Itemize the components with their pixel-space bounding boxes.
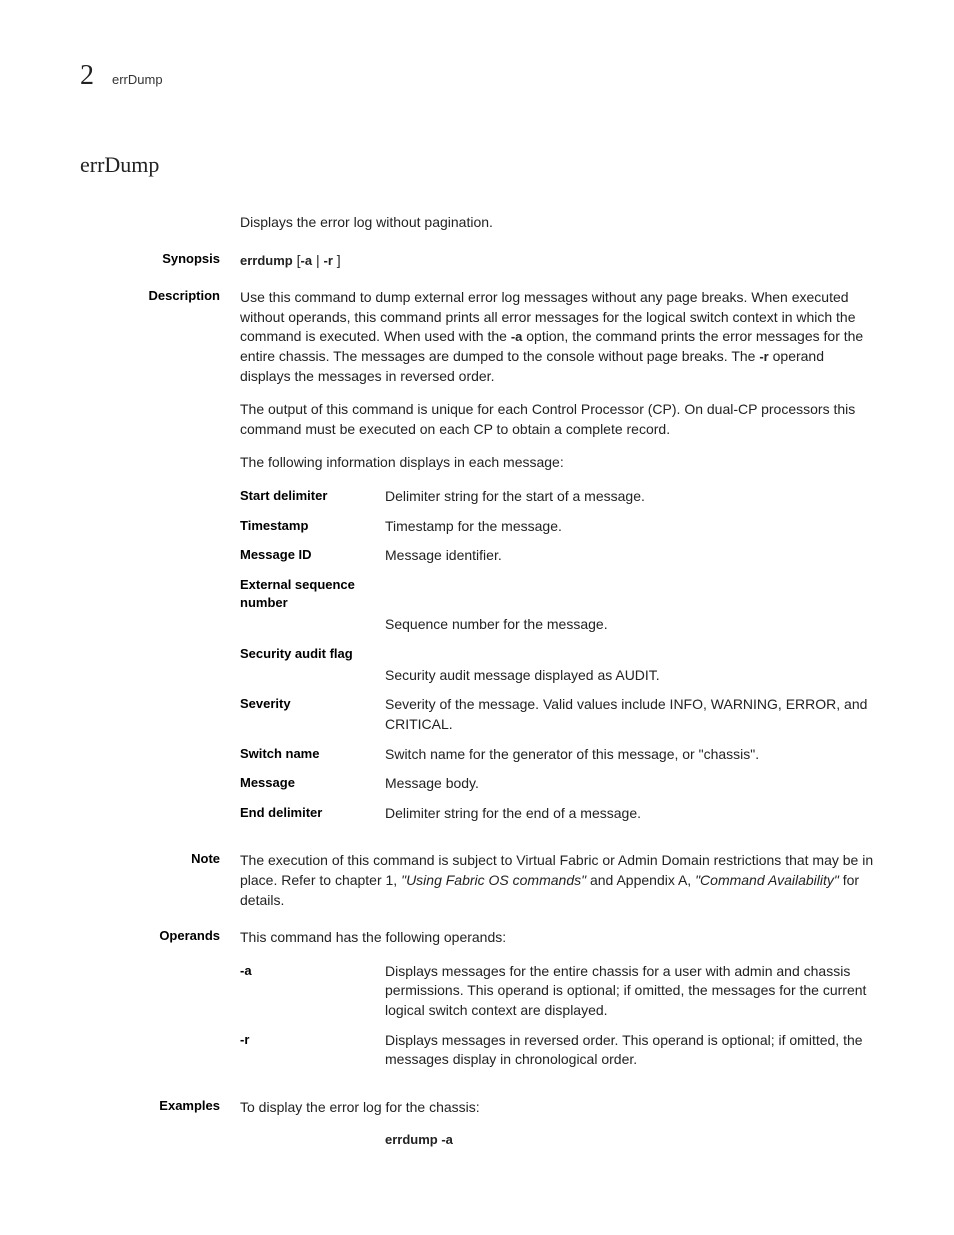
note-label: Note	[80, 851, 240, 910]
synopsis-row: Synopsis errdump [-a | -r ]	[80, 251, 874, 271]
operands-label: Operands	[80, 928, 240, 1080]
synopsis-command: errdump	[240, 253, 293, 268]
field-term: Message	[240, 774, 385, 794]
field-term: Security audit flag	[240, 645, 385, 663]
synopsis-pipe: |	[312, 252, 323, 268]
field-term: Timestamp	[240, 517, 385, 537]
description-body: Use this command to dump external error …	[240, 288, 874, 833]
note-body: The execution of this command is subject…	[240, 851, 874, 910]
synopsis-bracket-l: [	[293, 252, 301, 268]
description-p2: The output of this command is unique for…	[240, 400, 874, 439]
running-title: errDump	[112, 72, 163, 87]
note-mid: and Appendix A,	[586, 872, 695, 888]
intro-label	[80, 213, 240, 233]
field-desc: Timestamp for the message.	[385, 517, 874, 537]
field-desc: Security audit message displayed as AUDI…	[385, 666, 874, 686]
field-term: External sequence number	[240, 576, 385, 612]
field-row: Security audit flagSecurity audit messag…	[240, 645, 874, 686]
intro-text: Displays the error log without paginatio…	[240, 213, 874, 233]
examples-body: To display the error log for the chassis…	[240, 1098, 874, 1150]
description-label: Description	[80, 288, 240, 833]
field-row: Message IDMessage identifier.	[240, 546, 874, 566]
field-term: Message ID	[240, 546, 385, 566]
field-row: Switch nameSwitch name for the generator…	[240, 745, 874, 765]
intro-row: Displays the error log without paginatio…	[80, 213, 874, 233]
field-row: Start delimiterDelimiter string for the …	[240, 487, 874, 507]
operand-desc: Displays messages in reversed order. Thi…	[385, 1031, 874, 1070]
note-ref1: "Using Fabric OS commands"	[401, 872, 586, 888]
field-row: SeveritySeverity of the message. Valid v…	[240, 695, 874, 734]
examples-row: Examples To display the error log for th…	[80, 1098, 874, 1150]
operands-list: -aDisplays messages for the entire chass…	[240, 962, 874, 1070]
description-p1: Use this command to dump external error …	[240, 288, 874, 386]
note-ref2: "Command Availability"	[695, 872, 839, 888]
examples-label: Examples	[80, 1098, 240, 1150]
operand-row: -rDisplays messages in reversed order. T…	[240, 1031, 874, 1070]
page: 2 errDump errDump Displays the error log…	[0, 0, 954, 1235]
field-desc: Delimiter string for the start of a mess…	[385, 487, 874, 507]
operands-row: Operands This command has the following …	[80, 928, 874, 1080]
synopsis-body: errdump [-a | -r ]	[240, 251, 874, 271]
field-term: End delimiter	[240, 804, 385, 824]
operand-term: -r	[240, 1031, 385, 1070]
operand-term: -a	[240, 962, 385, 1021]
operands-body: This command has the following operands:…	[240, 928, 874, 1080]
field-desc: Delimiter string for the end of a messag…	[385, 804, 874, 824]
field-desc: Message identifier.	[385, 546, 874, 566]
field-row: MessageMessage body.	[240, 774, 874, 794]
desc-p1-flag-a: -a	[511, 329, 523, 344]
description-row: Description Use this command to dump ext…	[80, 288, 874, 833]
page-header: 2 errDump	[80, 60, 874, 92]
field-row: End delimiterDelimiter string for the en…	[240, 804, 874, 824]
section-number: 2	[80, 60, 94, 92]
operands-intro: This command has the following operands:	[240, 928, 874, 948]
field-row: TimestampTimestamp for the message.	[240, 517, 874, 537]
description-p3: The following information displays in ea…	[240, 453, 874, 473]
synopsis-flag-r: -r	[324, 253, 333, 268]
field-term: Switch name	[240, 745, 385, 765]
synopsis-bracket-r: ]	[333, 252, 341, 268]
field-desc: Sequence number for the message.	[385, 615, 874, 635]
field-desc: Severity of the message. Valid values in…	[385, 695, 874, 734]
description-fields: Start delimiterDelimiter string for the …	[240, 487, 874, 824]
field-desc: Switch name for the generator of this me…	[385, 745, 874, 765]
field-desc: Message body.	[385, 774, 874, 794]
operand-desc: Displays messages for the entire chassis…	[385, 962, 874, 1021]
page-title: errDump	[80, 152, 874, 178]
desc-p1-flag-r: -r	[759, 349, 768, 364]
note-row: Note The execution of this command is su…	[80, 851, 874, 910]
examples-intro: To display the error log for the chassis…	[240, 1098, 874, 1118]
synopsis-label: Synopsis	[80, 251, 240, 271]
operand-row: -aDisplays messages for the entire chass…	[240, 962, 874, 1021]
synopsis-flag-a: -a	[301, 253, 313, 268]
field-row: External sequence numberSequence number …	[240, 576, 874, 635]
field-term: Severity	[240, 695, 385, 734]
examples-code: errdump -a	[385, 1131, 874, 1149]
field-term: Start delimiter	[240, 487, 385, 507]
